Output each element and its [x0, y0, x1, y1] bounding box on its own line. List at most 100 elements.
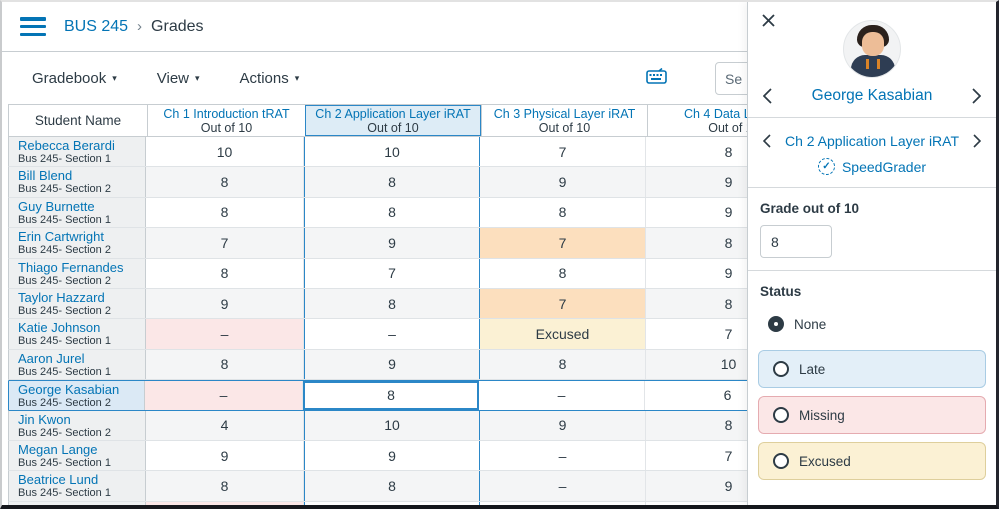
student-name-cell: Aaron Jurel Bus 245- Section 1	[9, 349, 146, 380]
breadcrumb-course-link[interactable]: BUS 245	[64, 17, 129, 35]
grade-cell[interactable]: 8	[304, 197, 480, 228]
grade-cell[interactable]: 7	[304, 258, 480, 288]
grade-cell[interactable]: 9	[304, 349, 480, 380]
grade-cell[interactable]: 8	[304, 288, 480, 319]
radio-selected-icon	[768, 316, 784, 332]
grade-cell[interactable]: 8	[303, 381, 479, 410]
assignment-title-link[interactable]: Ch 2 Application Layer iRAT	[315, 106, 471, 121]
grade-cell[interactable]: 9	[480, 410, 646, 440]
student-row: Katie Johnson Bus 245- Section 1– – Excused…	[8, 319, 814, 350]
grade-cell[interactable]: 8	[146, 258, 304, 288]
grade-cell[interactable]: –	[479, 381, 645, 410]
actions-menu[interactable]: Actions ▾	[240, 70, 300, 87]
student-section-label: Bus 245- Section 2	[18, 274, 111, 287]
grade-cell[interactable]: 9	[146, 440, 304, 471]
grade-cell[interactable]: –	[304, 319, 480, 349]
grade-cell[interactable]: –	[480, 471, 646, 501]
grade-cell[interactable]: 10	[304, 137, 480, 167]
gradebook-menu[interactable]: Gradebook ▾	[32, 70, 117, 87]
grade-cell[interactable]: 7	[146, 228, 304, 258]
grade-cell[interactable]: –	[145, 381, 303, 410]
close-icon[interactable]	[758, 10, 778, 30]
caret-down-icon: ▾	[195, 72, 200, 83]
grade-cell[interactable]: 8	[480, 349, 646, 380]
student-section-label: Bus 245- Section 1	[18, 365, 111, 378]
grade-detail-tray: George Kasabian Ch 2 Application Layer i…	[747, 2, 996, 505]
caret-down-icon: ▾	[294, 72, 300, 83]
grade-label: Grade out of 10	[760, 201, 860, 216]
student-link[interactable]: Thiago Fernandes	[18, 259, 124, 275]
grade-cell[interactable]: 10	[304, 410, 480, 440]
student-link[interactable]: Jin Kwon	[18, 411, 71, 427]
grade-cell[interactable]: 9	[304, 440, 480, 471]
grade-cell[interactable]: 9	[304, 228, 480, 258]
student-link[interactable]: Taylor Hazzard	[18, 289, 105, 305]
assignment-points-label: Out of 10	[538, 120, 591, 135]
speedgrader-link[interactable]: ✓ SpeedGrader	[748, 158, 996, 175]
status-option-label: Excused	[799, 453, 851, 469]
student-row: George Kasabian Bus 245- Section 2–8–6	[8, 380, 814, 411]
grade-cell[interactable]: 7	[480, 137, 646, 167]
student-link[interactable]: Megan Lange	[18, 441, 98, 457]
grade-cell[interactable]: 8	[304, 167, 480, 197]
student-link[interactable]: Rebecca Berardi	[18, 138, 115, 153]
status-option-late[interactable]: Late	[758, 350, 986, 388]
student-name-cell: Beatrice Lund Bus 245- Section 1	[9, 471, 146, 501]
next-student-chevron-right-icon[interactable]	[972, 88, 981, 104]
grade-cell[interactable]: 8	[480, 197, 646, 228]
grade-cell[interactable]: 8	[480, 258, 646, 288]
grade-cell[interactable]: 4	[146, 410, 304, 440]
student-row: Aaron Jurel Bus 245- Section 1 8 9 8 10	[8, 349, 814, 381]
student-link[interactable]: Beatrice Lund	[18, 472, 99, 488]
status-option-none[interactable]: None	[768, 316, 996, 332]
assignment-navigation: Ch 2 Application Layer iRAT	[748, 133, 996, 149]
next-assignment-chevron-right-icon[interactable]	[973, 134, 981, 148]
grade-cell[interactable]: 10	[146, 137, 304, 167]
keyboard-shortcuts-icon[interactable]	[646, 67, 667, 89]
student-name-cell: Katie Johnson Bus 245- Section 1	[9, 319, 146, 349]
grade-cell[interactable]: 9	[480, 167, 646, 197]
breadcrumb-page-title: Grades	[151, 17, 204, 35]
student-link[interactable]: George Kasabian	[18, 382, 120, 398]
gradebook-menu-label: Gradebook	[32, 69, 107, 87]
student-link[interactable]: Aaron Jurel	[18, 350, 85, 366]
grade-input[interactable]	[760, 225, 832, 258]
previous-assignment-chevron-left-icon[interactable]	[763, 134, 771, 148]
grade-cell[interactable]: 8	[304, 471, 480, 501]
grade-cell[interactable]	[304, 501, 480, 505]
grade-cell[interactable]	[480, 501, 646, 505]
assignment-title-link[interactable]: Ch 3 Physical Layer iRAT	[493, 106, 636, 121]
grade-cell[interactable]: 8	[146, 349, 304, 380]
status-option-missing[interactable]: Missing	[758, 396, 986, 434]
student-link[interactable]: Katie Johnson	[18, 320, 101, 336]
grade-cell[interactable]: 8	[146, 471, 304, 501]
student-link[interactable]: Guy Burnette	[18, 198, 95, 214]
grade-cell[interactable]: 9	[146, 288, 304, 319]
view-menu[interactable]: View ▾	[157, 70, 200, 87]
radio-unselected-icon	[773, 453, 789, 469]
grade-cell[interactable]: –	[480, 440, 646, 471]
grade-cell[interactable]: 8	[146, 167, 304, 197]
breadcrumb-separator-icon: ›	[137, 18, 143, 35]
student-link[interactable]: Erin Cartwright	[18, 229, 104, 245]
student-link[interactable]: Bill Blend	[18, 168, 73, 184]
assignment-points-label: Out of 10	[367, 120, 419, 135]
student-navigation: George Kasabian	[748, 87, 996, 105]
hamburger-menu-icon[interactable]	[20, 17, 46, 36]
grade-cell[interactable]: –	[146, 319, 304, 349]
student-name-link[interactable]: George Kasabian	[811, 87, 933, 104]
assignment-title-link[interactable]: Ch 1 Introduction tRAT	[163, 106, 290, 121]
grade-cell[interactable]: 7	[480, 288, 646, 319]
assignment-name-link[interactable]: Ch 2 Application Layer iRAT	[784, 133, 960, 149]
tray-divider	[748, 270, 996, 271]
grade-cell[interactable]	[146, 501, 304, 505]
previous-student-chevron-left-icon[interactable]	[763, 88, 772, 104]
grade-cell[interactable]: 8	[146, 197, 304, 228]
student-name-cell: Rebecca Berardi Bus 245- Section 1	[9, 137, 146, 167]
grade-cell[interactable]: Excused	[480, 319, 646, 349]
status-option-excused[interactable]: Excused	[758, 442, 986, 480]
grade-cell[interactable]: 7	[480, 228, 646, 258]
